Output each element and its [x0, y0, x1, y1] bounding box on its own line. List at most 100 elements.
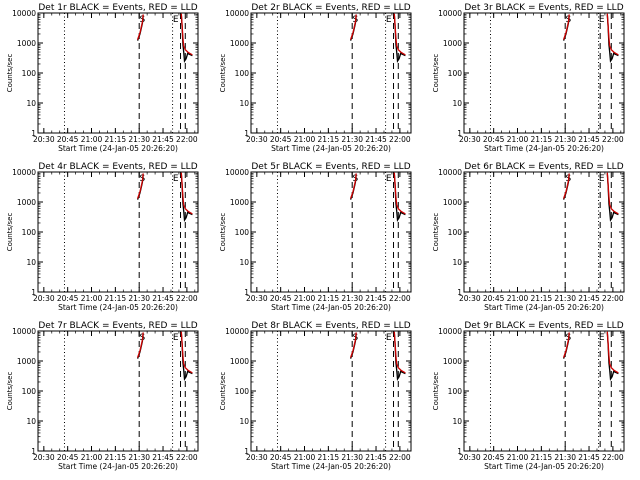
series-line-lld — [349, 14, 357, 40]
panel-det-7: Det 7r BLACK = Events, RED = LLD 1 10 100 10… — [6, 321, 199, 471]
x-tick-label: 21:30 — [128, 294, 150, 303]
y-tick-label: 100 — [235, 228, 250, 237]
y-tick-label: 10 — [26, 258, 36, 267]
y-tick-label: 10000 — [438, 327, 462, 336]
x-tick-label: 22:00 — [602, 453, 624, 462]
series-line-lld — [562, 332, 570, 358]
x-tick-label: 21:00 — [81, 135, 103, 144]
y-tick-label: 10000 — [438, 9, 462, 18]
y-tick-label: 1 — [31, 129, 36, 138]
x-tick-label: 21:30 — [128, 135, 150, 144]
series-line-lld — [393, 331, 406, 374]
y-tick-label: 100 — [22, 228, 37, 237]
x-tick-label: 20:45 — [57, 294, 79, 303]
x-tick-label: 21:30 — [341, 135, 363, 144]
x-axis-label: Start Time (24-Jan-05 20:26:20) — [58, 303, 178, 312]
x-tick-label: 22:00 — [602, 294, 624, 303]
x-tick-label: 21:45 — [365, 453, 387, 462]
y-tick-label: 10000 — [12, 9, 36, 18]
panel-title: Det 8r BLACK = Events, RED = LLD — [251, 321, 410, 331]
y-axis-label: Counts/sec — [219, 372, 227, 411]
y-tick-label: 1 — [31, 447, 36, 456]
panel-det-2: Det 2r BLACK = Events, RED = LLD 1 10 100 10… — [219, 3, 412, 153]
x-tick-label: 21:15 — [531, 294, 553, 303]
x-tick-label: 20:30 — [33, 453, 55, 462]
series-line-lld — [562, 173, 570, 199]
x-axis-label: Start Time (24-Jan-05 20:26:20) — [484, 144, 604, 153]
plot-frame — [250, 330, 412, 452]
panel-title: Det 7r BLACK = Events, RED = LLD — [38, 321, 197, 331]
y-tick-label: 10 — [452, 99, 462, 108]
series-line-lld — [393, 172, 406, 215]
y-tick-label: 1000 — [230, 39, 249, 48]
x-tick-label: 20:45 — [270, 453, 292, 462]
x-axis-label: Start Time (24-Jan-05 20:26:20) — [271, 144, 391, 153]
x-tick-label: 21:00 — [507, 294, 529, 303]
x-axis-label: Start Time (24-Jan-05 20:26:20) — [58, 462, 178, 471]
x-tick-label: 21:15 — [105, 294, 127, 303]
y-tick-label: 10 — [452, 258, 462, 267]
x-axis-label: Start Time (24-Jan-05 20:26:20) — [58, 144, 178, 153]
y-tick-label: 1000 — [443, 198, 462, 207]
y-tick-label: 1 — [457, 129, 462, 138]
time-marker-e: E — [386, 174, 392, 184]
y-tick-label: 1000 — [230, 357, 249, 366]
series-line-lld — [349, 332, 357, 358]
series-line-lld — [180, 13, 193, 56]
y-tick-label: 100 — [448, 69, 463, 78]
x-tick-label: 20:30 — [246, 294, 268, 303]
y-tick-label: 1 — [244, 447, 249, 456]
y-axis-label: Counts/sec — [432, 213, 440, 252]
y-axis-label: Counts/sec — [219, 213, 227, 252]
y-axis-label: Counts/sec — [432, 372, 440, 411]
x-tick-label: 21:30 — [341, 294, 363, 303]
x-tick-label: 21:30 — [554, 294, 576, 303]
x-tick-label: 20:45 — [483, 453, 505, 462]
x-tick-label: 21:45 — [152, 294, 174, 303]
x-tick-label: 20:45 — [57, 135, 79, 144]
y-tick-label: 10000 — [225, 9, 249, 18]
x-tick-label: 21:15 — [318, 135, 340, 144]
x-tick-label: 20:30 — [459, 294, 481, 303]
x-tick-label: 20:30 — [33, 294, 55, 303]
series-line-lld — [136, 332, 144, 358]
y-tick-label: 10000 — [12, 168, 36, 177]
plot-frame — [250, 171, 412, 293]
x-tick-label: 21:00 — [81, 453, 103, 462]
x-tick-label: 22:00 — [602, 135, 624, 144]
time-marker-e: E — [599, 15, 605, 25]
x-tick-label: 20:30 — [246, 453, 268, 462]
x-tick-label: 21:00 — [294, 294, 316, 303]
y-tick-label: 1 — [457, 447, 462, 456]
x-tick-label: 21:15 — [318, 294, 340, 303]
x-tick-label: 22:00 — [176, 453, 198, 462]
y-tick-label: 1 — [31, 288, 36, 297]
y-tick-label: 100 — [448, 387, 463, 396]
x-tick-label: 22:00 — [389, 135, 411, 144]
series-line-lld — [562, 14, 570, 40]
x-tick-label: 21:45 — [578, 294, 600, 303]
y-axis-label: Counts/sec — [6, 54, 14, 93]
plot-frame — [37, 171, 199, 293]
panel-det-5: Det 5r BLACK = Events, RED = LLD 1 10 100 10… — [219, 162, 412, 312]
x-tick-label: 21:45 — [365, 294, 387, 303]
series-line-lld — [349, 173, 357, 199]
x-tick-label: 21:00 — [294, 453, 316, 462]
x-tick-label: 21:15 — [318, 453, 340, 462]
y-tick-label: 100 — [235, 387, 250, 396]
x-tick-label: 21:45 — [152, 135, 174, 144]
x-tick-label: 21:45 — [578, 453, 600, 462]
x-tick-label: 22:00 — [176, 135, 198, 144]
y-tick-label: 10 — [239, 99, 249, 108]
panel-det-8: Det 8r BLACK = Events, RED = LLD 1 10 100 10… — [219, 321, 412, 471]
x-tick-label: 20:30 — [459, 453, 481, 462]
y-tick-label: 1 — [457, 288, 462, 297]
panel-det-6: Det 6r BLACK = Events, RED = LLD 1 10 100 10… — [432, 162, 625, 312]
y-tick-label: 10 — [239, 417, 249, 426]
panel-det-9: Det 9r BLACK = Events, RED = LLD 1 10 100 10… — [432, 321, 625, 471]
series-line-lld — [180, 331, 193, 374]
time-marker-e: E — [599, 333, 605, 343]
panel-det-4: Det 4r BLACK = Events, RED = LLD 1 10 100 10… — [6, 162, 199, 312]
y-tick-label: 100 — [235, 69, 250, 78]
y-tick-label: 10 — [26, 99, 36, 108]
